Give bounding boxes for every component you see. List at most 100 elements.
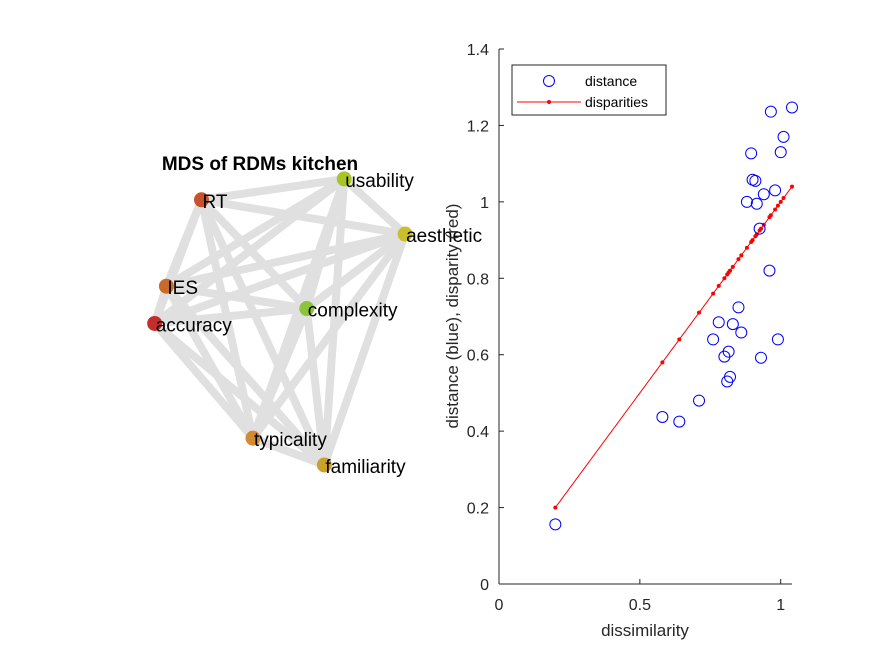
y-tick-label: 1 [480, 195, 489, 212]
distance-point [764, 105, 777, 118]
disparities-point [768, 213, 773, 218]
distance-point [771, 333, 784, 346]
mds-edge-typicality-familiarity [248, 434, 329, 469]
y-tick-label: 0.2 [467, 501, 489, 518]
y-tick-label: 0 [480, 577, 489, 594]
x-tick-label: 0 [495, 597, 504, 614]
distance-point [753, 222, 766, 235]
mds-node-RT [194, 192, 209, 208]
legend-distance-label: distance [585, 73, 637, 89]
mds-label-familiarity: familiarity [325, 457, 406, 478]
y-tick-label: 0.6 [467, 348, 489, 365]
scatter-series [549, 101, 798, 531]
distance-point [656, 411, 669, 424]
disparities-point [775, 203, 780, 208]
distance-point [726, 318, 739, 331]
disparities-line [554, 186, 793, 508]
disparities-point [697, 310, 702, 315]
mds-edge-aesthetic-accuracy [150, 230, 410, 328]
y-tick-label: 0.4 [467, 424, 489, 441]
mds-edge-complexity-familiarity [302, 304, 329, 469]
distance-point [735, 326, 748, 339]
distance-point [673, 415, 686, 428]
mds-label-usability: usability [345, 171, 414, 192]
distance-point [745, 147, 758, 160]
disparities-point [722, 276, 727, 281]
x-axis-label: dissimilarity [601, 621, 689, 640]
distance-point [755, 351, 768, 364]
mds-node-accuracy [147, 315, 163, 331]
legend-disparities-marker [547, 100, 551, 104]
disparities-point [660, 360, 665, 365]
mds-edge-aesthetic-IES [162, 230, 410, 291]
y-axis-label: distance (blue), disparity (red) [443, 204, 462, 429]
x-tick-label: 1 [776, 597, 785, 614]
mds-edge-complexity-accuracy [150, 304, 311, 328]
mds-edges [150, 174, 410, 469]
disparities-point [711, 291, 716, 296]
disparities-point [773, 207, 778, 212]
mds-edge-usability-aesthetic [340, 174, 410, 239]
mds-node-familiarity [316, 457, 332, 473]
mds-node-IES [158, 278, 174, 294]
disparities-point [744, 245, 749, 250]
y-tick-label: 0.8 [467, 271, 489, 288]
disparities-point [790, 184, 794, 189]
distance-point [693, 394, 706, 407]
mds-node-typicality [245, 430, 261, 446]
plot-area [499, 49, 792, 584]
mds-edge-usability-RT [197, 174, 349, 204]
mds-edge-RT-familiarity [197, 195, 329, 469]
legend-disparities-label: disparities [585, 94, 648, 110]
mds-label-aesthetic: aesthetic [406, 226, 482, 247]
scatter-panel: 0 0.5 100.20.40.60.811.21.4 dissimilarity … [443, 42, 798, 640]
mds-edge-IES-complexity [162, 282, 311, 313]
distance-point [777, 130, 790, 143]
disparities-point [716, 283, 721, 288]
disparities-point [677, 337, 682, 342]
distance-point [757, 188, 770, 201]
legend-distance-marker [543, 75, 555, 87]
disparities-point [781, 196, 786, 201]
mds-network-panel: usability RT aesthetic IES complexity accurac… [147, 154, 482, 478]
x-tick-label: 0.5 [629, 597, 651, 614]
distance-point [750, 197, 763, 210]
distance-point [732, 301, 745, 314]
disparities-point [736, 257, 741, 262]
distance-point [769, 184, 782, 197]
mds-node-complexity [299, 301, 315, 317]
mds-node-aesthetic [397, 226, 413, 242]
mds-label-typicality: typicality [254, 430, 327, 451]
mds-edge-RT-complexity [197, 195, 311, 313]
y-tick-label: 1.2 [467, 118, 489, 135]
distance-point [786, 101, 798, 114]
disparities-point [728, 268, 733, 273]
distance-point [724, 370, 737, 383]
disparities-point [730, 264, 735, 269]
disparities-point [739, 253, 744, 258]
legend-box [511, 64, 667, 116]
mds-node-usability [336, 171, 352, 187]
axis-ticks: 0 0.5 1 0 0.2 0.4 0.6 0.8 1 1.2 1.4 [467, 42, 786, 614]
distance-point [740, 195, 753, 208]
disparities-point [750, 238, 755, 243]
distance-point [549, 518, 562, 531]
distance-point [722, 345, 735, 358]
mds-nodes: usability RT aesthetic IES complexity accurac… [147, 171, 482, 478]
disparities-point [778, 199, 783, 204]
mds-label-IES: IES [167, 278, 198, 299]
mds-label-complexity: complexity [308, 301, 398, 322]
distance-point [763, 264, 776, 277]
distance-point [774, 146, 787, 159]
disparities-point [759, 226, 764, 231]
y-tick-label: 1.4 [467, 42, 489, 59]
legend: distance disparities [511, 64, 667, 116]
mds-title: MDS of RDMs kitchen [162, 154, 358, 175]
mds-edge-aesthetic-familiarity [320, 230, 410, 469]
distance-point [749, 174, 762, 187]
distance-point [712, 316, 725, 329]
mds-label-RT: RT [203, 192, 228, 213]
mds-edge-accuracy-familiarity [150, 319, 329, 469]
mds-edge-RT-aesthetic [197, 195, 410, 239]
